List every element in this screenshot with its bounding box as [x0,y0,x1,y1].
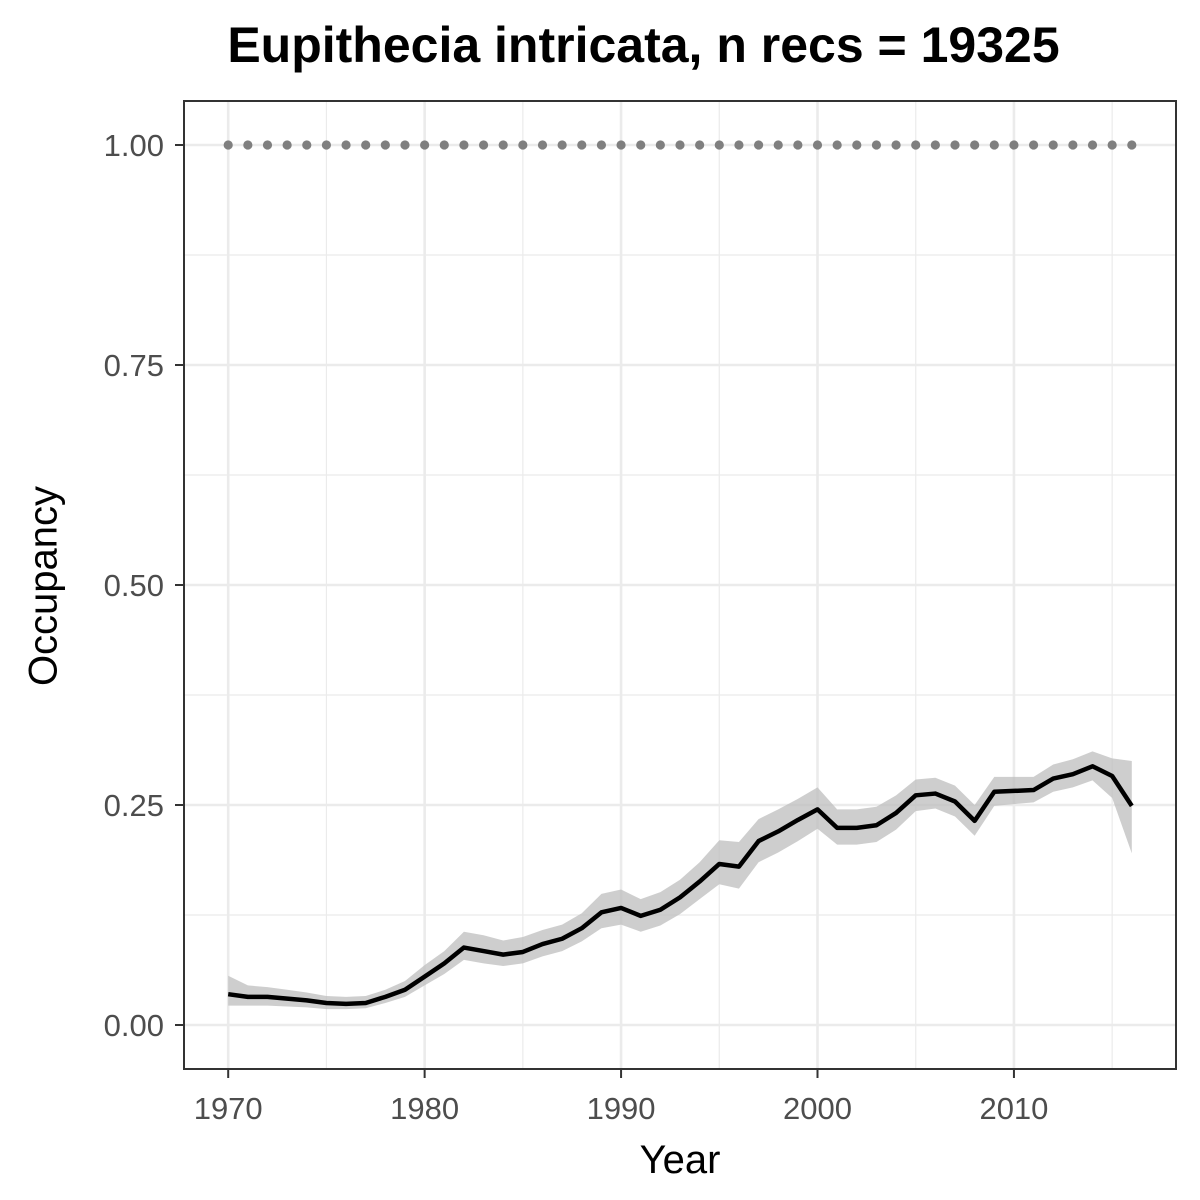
reference-point [1127,140,1137,150]
y-tick-label: 1.00 [104,128,164,163]
x-axis-label: Year [639,1138,721,1182]
reference-point [1048,140,1058,150]
reference-point [970,140,980,150]
x-tick-label: 1970 [194,1091,263,1126]
reference-point [950,140,960,150]
x-tick-label: 1980 [390,1091,459,1126]
reference-point [557,140,567,150]
reference-point [812,140,823,150]
reference-point [793,140,803,150]
reference-point [282,140,292,150]
reference-point [734,140,744,150]
reference-point [695,140,705,150]
reference-point [773,140,783,150]
y-tick-label: 0.00 [104,1008,164,1043]
reference-point [459,140,469,150]
reference-point [577,140,587,150]
reference-point [596,140,607,150]
reference-point [753,140,764,150]
chart-title: Eupithecia intricata, n recs = 19325 [227,17,1060,73]
reference-point [636,140,646,150]
reference-point [852,140,862,150]
reference-point [478,140,489,150]
reference-point [302,140,312,150]
reference-point [1028,140,1039,150]
reference-points-layer [223,140,1137,150]
reference-point [518,140,528,150]
y-tick-label: 0.50 [104,568,164,603]
major-gridlines [184,101,1176,1069]
reference-point [1009,140,1019,150]
reference-point [321,140,332,150]
reference-point [223,140,233,150]
occupancy-line-layer [227,764,1134,1007]
y-tick-label: 0.75 [104,348,164,383]
reference-point [400,140,410,150]
reference-point [420,140,430,150]
reference-point [891,140,901,150]
x-tick-label: 2000 [783,1091,852,1126]
reference-point [1107,140,1117,150]
reference-point [1068,140,1078,150]
reference-point [930,140,940,150]
reference-point [341,140,351,150]
y-axis-label: Occupancy [21,485,66,687]
x-tick-label: 2010 [979,1091,1048,1126]
reference-point [380,140,390,150]
reference-point [871,140,882,150]
reference-point [439,140,449,150]
reference-point [498,140,508,150]
reference-point [832,140,842,150]
x-tick-label: 1990 [587,1091,656,1126]
y-axis-ticks: 0.00 0.25 0.50 0.75 1.00 [104,128,184,1043]
reference-point [243,140,253,150]
reference-point [675,140,685,150]
reference-point [537,140,548,150]
confidence-ribbon-layer [228,751,1132,1010]
reference-point [616,140,626,150]
reference-point [1087,140,1098,150]
reference-point [655,140,665,150]
reference-point [714,140,724,150]
reference-point [989,140,999,150]
reference-point [911,140,921,150]
y-tick-label: 0.25 [104,788,164,823]
x-axis-ticks: 1970 1980 1990 2000 2010 [194,1069,1048,1126]
confidence-ribbon [228,751,1132,1010]
reference-point [361,140,371,150]
occupancy-line [227,764,1134,1007]
reference-point [262,140,273,150]
